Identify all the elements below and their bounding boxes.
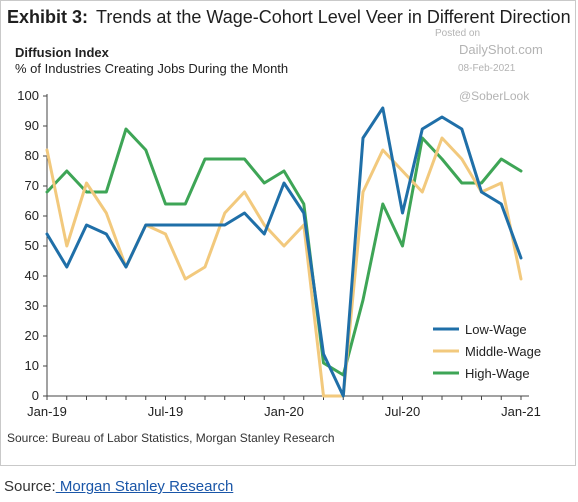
y-tick-label: 90: [25, 118, 39, 133]
chart-subtitle: Diffusion Index: [15, 45, 109, 60]
watermark-posted: Posted on: [435, 28, 481, 39]
chart-title: Exhibit 3: Trends at the Wage-Cohort Leve…: [7, 7, 571, 28]
legend-label-high-wage: High-Wage: [465, 366, 530, 381]
y-tick-label: 60: [25, 208, 39, 223]
y-tick-label: 20: [25, 328, 39, 343]
title-text: Trends at the Wage-Cohort Level Veer in …: [96, 7, 571, 27]
watermark-date: 08-Feb-2021: [458, 63, 516, 74]
line-chart: 0 10 20 30 40 50 60 70 80 90 100 Jan-19 Jul-19 Jan-20…: [17, 88, 541, 419]
y-tick-label: 40: [25, 268, 39, 283]
y-tick-label: 10: [25, 358, 39, 373]
legend-label-middle-wage: Middle-Wage: [465, 344, 541, 359]
series-line-low-wage: [45, 106, 523, 398]
chart-subtitle-detail: % of Industries Creating Jobs During the…: [15, 61, 289, 76]
y-tick-label: 0: [32, 388, 39, 403]
watermark-handle: @SoberLook: [459, 89, 530, 103]
chart-source: Source: Bureau of Labor Statistics, Morg…: [7, 431, 335, 445]
page-footer: Source: Morgan Stanley Research: [4, 478, 233, 495]
series-line-middle-wage: [45, 136, 523, 398]
x-tick-label: Jul-20: [385, 404, 420, 419]
x-tick-label: Jan-21: [501, 404, 541, 419]
x-tick-label: Jan-20: [264, 404, 304, 419]
footer-prefix: Source:: [4, 478, 56, 495]
x-tick-label: Jul-19: [148, 404, 183, 419]
watermark-site: DailyShot.com: [459, 42, 543, 57]
exhibit-frame: Exhibit 3: Trends at the Wage-Cohort Leve…: [0, 0, 576, 466]
exhibit-label: Exhibit 3:: [7, 7, 89, 27]
y-tick-label: 100: [17, 88, 39, 103]
y-tick-label: 50: [25, 238, 39, 253]
legend-label-low-wage: Low-Wage: [465, 322, 527, 337]
y-tick-label: 30: [25, 298, 39, 313]
x-tick-label: Jan-19: [27, 404, 67, 419]
y-tick-label: 70: [25, 178, 39, 193]
source-link[interactable]: Morgan Stanley Research: [55, 478, 234, 495]
y-tick-label: 80: [25, 148, 39, 163]
series-line-high-wage: [45, 127, 523, 377]
